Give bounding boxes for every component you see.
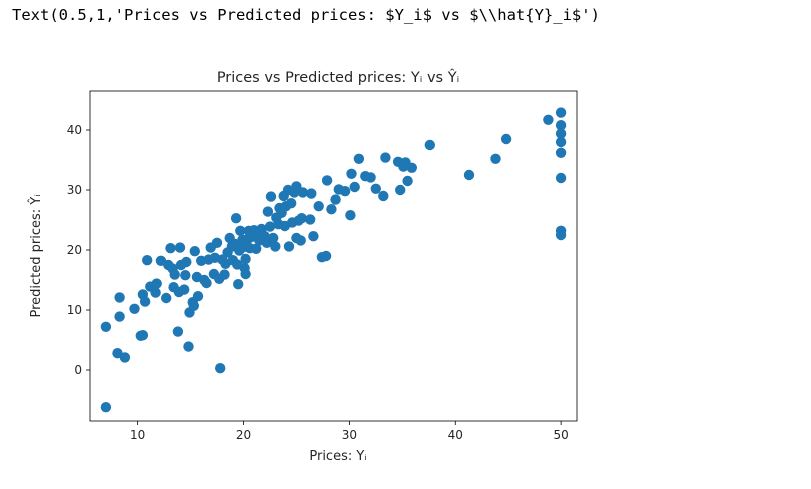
- data-point: [330, 194, 341, 205]
- data-point: [555, 229, 567, 241]
- data-point: [500, 133, 512, 145]
- data-point: [265, 191, 277, 202]
- data-point: [308, 231, 319, 242]
- data-point: [179, 284, 190, 295]
- data-point: [215, 363, 226, 374]
- data-point: [370, 183, 381, 194]
- data-point: [326, 204, 337, 215]
- data-point: [137, 330, 149, 341]
- data-point: [402, 175, 413, 187]
- data-point: [555, 136, 567, 148]
- cell-output-text: Text(0.5,1,'Prices vs Predicted prices: …: [12, 6, 600, 24]
- data-point: [555, 172, 567, 184]
- data-point: [230, 213, 242, 224]
- data-point: [306, 188, 317, 199]
- data-point: [320, 250, 332, 262]
- data-point: [189, 246, 200, 257]
- data-point: [555, 107, 567, 118]
- data-point: [169, 269, 180, 280]
- data-point: [295, 235, 306, 246]
- data-point: [270, 241, 281, 252]
- data-point: [268, 232, 279, 244]
- data-point: [345, 210, 356, 221]
- data-point: [151, 278, 162, 289]
- data-point: [555, 120, 567, 131]
- x-tick-label: 10: [130, 428, 145, 442]
- data-point: [380, 152, 391, 163]
- data-point: [114, 292, 125, 303]
- data-point: [321, 175, 333, 186]
- x-tick-label: 30: [342, 428, 357, 442]
- data-point: [192, 291, 204, 302]
- data-point: [313, 201, 324, 212]
- data-point: [346, 168, 357, 179]
- y-tick-label: 10: [67, 303, 82, 317]
- x-tick-label: 40: [448, 428, 463, 442]
- data-point: [365, 172, 376, 183]
- x-axis-title: Prices: Yᵢ: [309, 449, 366, 464]
- data-point: [297, 187, 308, 198]
- data-point: [114, 311, 125, 322]
- data-point: [240, 253, 251, 265]
- data-point: [424, 139, 435, 151]
- y-tick-label: 20: [67, 243, 82, 257]
- data-point: [305, 214, 316, 225]
- data-point: [555, 128, 567, 139]
- data-point: [139, 296, 151, 307]
- data-point: [165, 243, 176, 254]
- data-point: [100, 321, 112, 332]
- data-point: [188, 300, 199, 311]
- y-axis-ticks: 0 10 20 30 40: [67, 123, 90, 377]
- data-point: [349, 181, 360, 193]
- data-point: [100, 402, 112, 413]
- data-point: [296, 213, 307, 224]
- x-axis-ticks: 10 20 30 40 50: [130, 421, 569, 442]
- y-tick-label: 0: [74, 363, 82, 377]
- plot-frame: [89, 90, 578, 422]
- data-point: [378, 190, 389, 202]
- y-tick-label: 40: [67, 123, 82, 137]
- data-point: [543, 114, 554, 126]
- data-point: [555, 147, 567, 158]
- data-point: [235, 225, 246, 236]
- data-point: [339, 186, 351, 197]
- data-point: [219, 269, 230, 280]
- data-point: [142, 255, 153, 266]
- data-point: [233, 279, 244, 290]
- data-point: [201, 277, 212, 289]
- data-point: [172, 326, 184, 337]
- y-tick-label: 30: [67, 183, 82, 197]
- data-point: [183, 341, 194, 352]
- data-point: [211, 237, 223, 248]
- data-point: [251, 243, 262, 254]
- data-point: [264, 221, 276, 232]
- chart-title: Prices vs Predicted prices: Yᵢ vs Ŷᵢ: [217, 68, 459, 86]
- data-point: [129, 303, 140, 314]
- data-point: [490, 153, 501, 164]
- data-point: [395, 184, 406, 196]
- data-point: [240, 268, 251, 280]
- data-point: [180, 270, 191, 281]
- data-point: [161, 292, 172, 304]
- y-axis-title: Predicted prices: Ŷᵢ: [28, 194, 44, 317]
- points-layer: [100, 107, 567, 413]
- data-point: [283, 241, 295, 252]
- data-point: [406, 162, 417, 173]
- data-point: [286, 198, 297, 209]
- data-point: [262, 206, 274, 217]
- data-point: [119, 352, 131, 363]
- data-point: [174, 242, 186, 253]
- x-tick-label: 20: [236, 428, 251, 442]
- data-point: [353, 153, 365, 164]
- data-point: [150, 287, 161, 298]
- data-point: [463, 169, 475, 181]
- x-tick-label: 50: [553, 428, 568, 442]
- data-point: [181, 256, 192, 268]
